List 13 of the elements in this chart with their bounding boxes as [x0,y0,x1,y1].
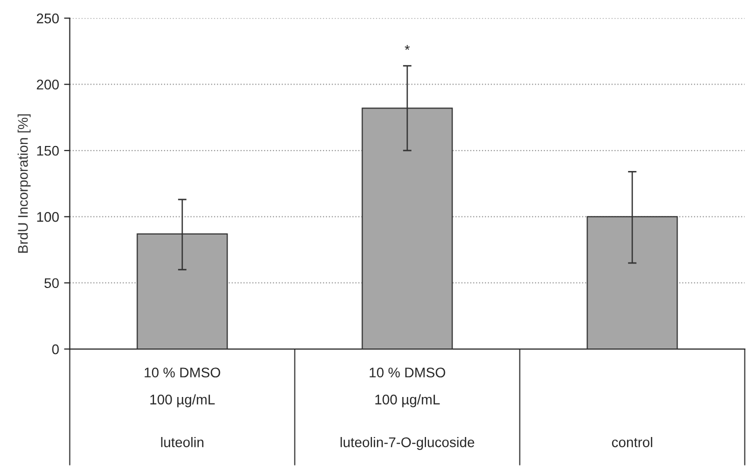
y-tick-label: 50 [44,278,59,288]
x-tick-label: control [612,437,652,448]
x-tick-label: luteolin-7-O-glucoside [340,437,474,450]
y-axis-title: BrdU Incorporation [%] [18,114,31,253]
x-tick-label: luteolin [161,437,204,448]
text: 10 % DMSO 100 µg/mL [370,368,446,408]
y-tick-label: 150 [37,146,59,156]
y-tick-label: 250 [36,14,59,24]
y-tick-label: 0 [52,344,59,354]
y-tick-label: 200 [36,80,59,90]
annotation: * [404,45,410,50]
y-tick-label: 100 [37,212,59,222]
text: 10 % DMSO 100 µg/mL [144,368,220,408]
